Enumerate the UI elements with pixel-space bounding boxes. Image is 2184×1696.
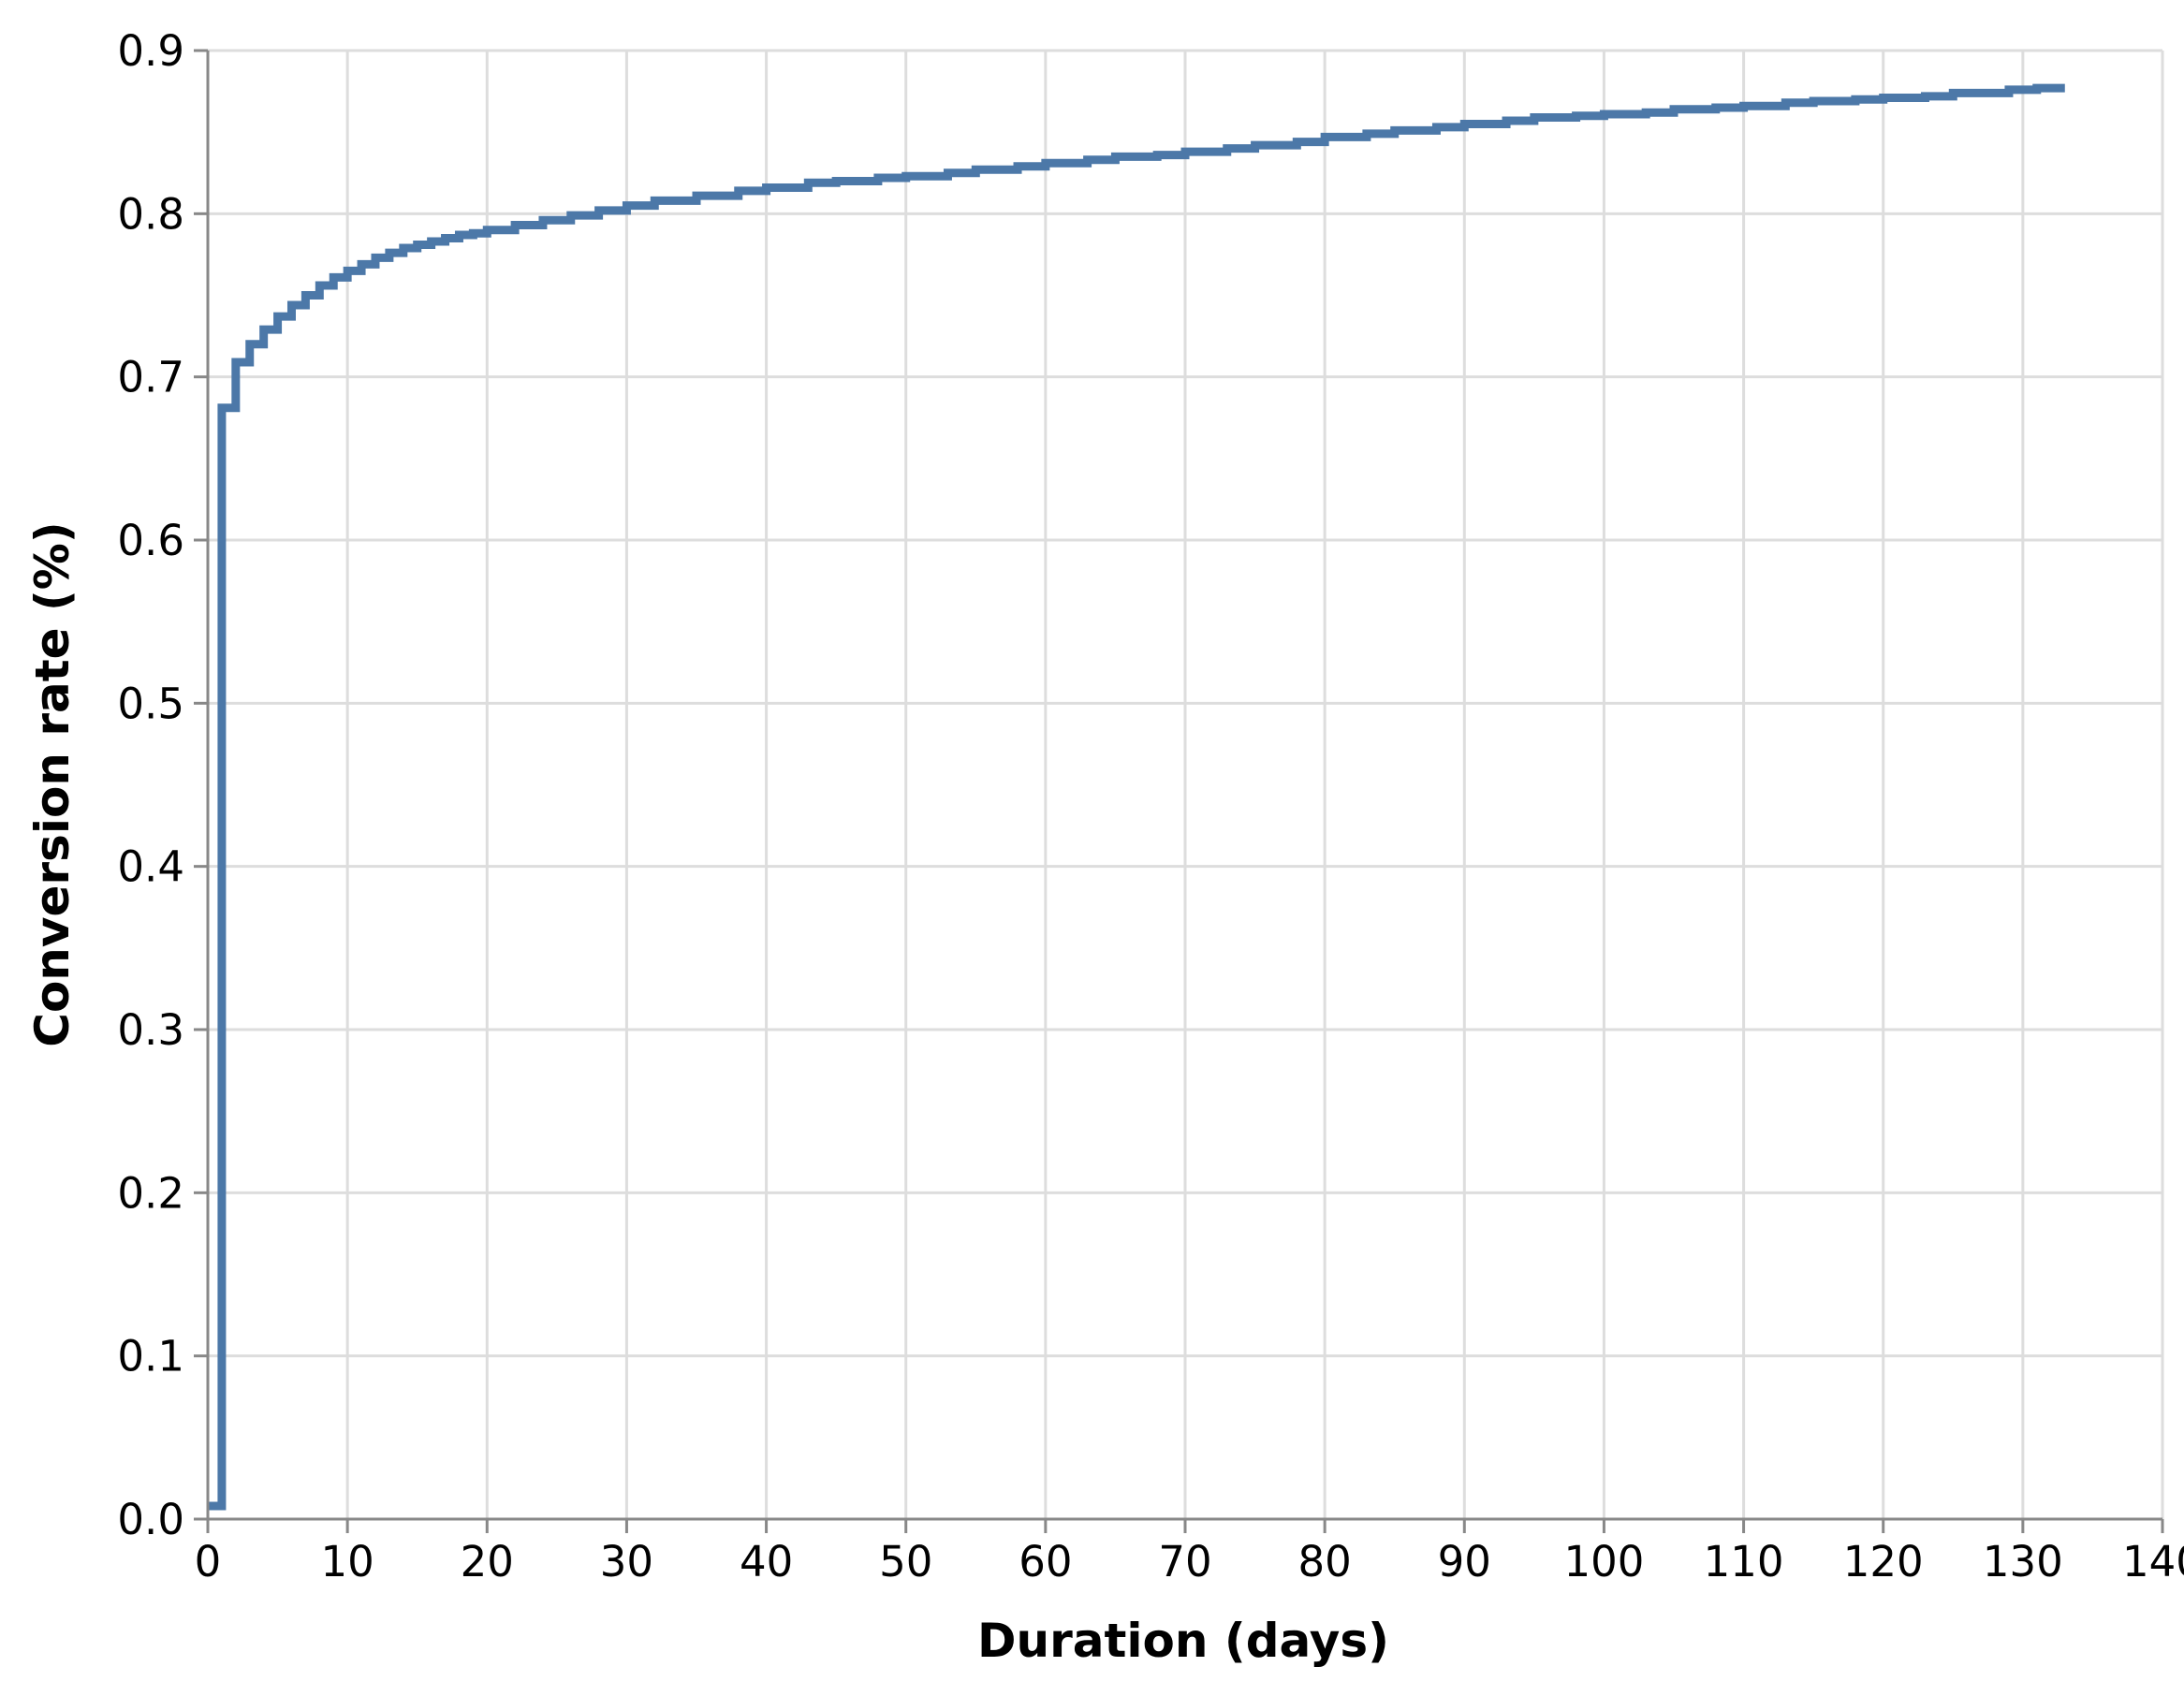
y-tick-label: 0.5 — [117, 679, 184, 728]
x-tick-label: 60 — [1019, 1537, 1072, 1586]
x-tick-label: 30 — [600, 1537, 653, 1586]
x-tick-label: 110 — [1704, 1537, 1784, 1586]
y-tick-label: 0.4 — [117, 842, 184, 892]
x-tick-label: 10 — [321, 1537, 374, 1586]
y-tick-label: 0.8 — [117, 189, 184, 239]
x-tick-label: 130 — [1983, 1537, 2063, 1586]
x-tick-label: 80 — [1298, 1537, 1352, 1586]
x-tick-label: 90 — [1438, 1537, 1491, 1586]
x-tick-label: 20 — [461, 1537, 514, 1586]
tick-labels: 0 10 20 30 40 50 60 70 80 90 100 110 120 130 140 0.0 0.1… — [117, 26, 2184, 1586]
x-tick-label: 100 — [1563, 1537, 1644, 1586]
y-tick-label: 0.7 — [117, 353, 184, 402]
y-tick-label: 0.2 — [117, 1168, 184, 1218]
x-tick-label: 40 — [740, 1537, 793, 1586]
series-line — [208, 83, 2065, 1511]
y-tick-label: 0.6 — [117, 516, 184, 565]
axes — [194, 49, 2164, 1533]
y-axis-title: Conversion rate (%) — [25, 521, 80, 1046]
plot-area — [208, 83, 2065, 1511]
grid — [206, 49, 2164, 1521]
y-tick-label: 0.3 — [117, 1005, 184, 1055]
x-axis-title: Duration (days) — [977, 1614, 1389, 1668]
x-tick-label: 140 — [2122, 1537, 2184, 1586]
y-tick-label: 0.0 — [117, 1495, 184, 1544]
x-tick-label: 70 — [1158, 1537, 1211, 1586]
y-tick-label: 0.1 — [117, 1332, 184, 1382]
y-tick-label: 0.9 — [117, 26, 184, 76]
x-tick-label: 50 — [879, 1537, 932, 1586]
x-tick-label: 120 — [1843, 1537, 1924, 1586]
x-tick-label: 0 — [195, 1537, 222, 1586]
